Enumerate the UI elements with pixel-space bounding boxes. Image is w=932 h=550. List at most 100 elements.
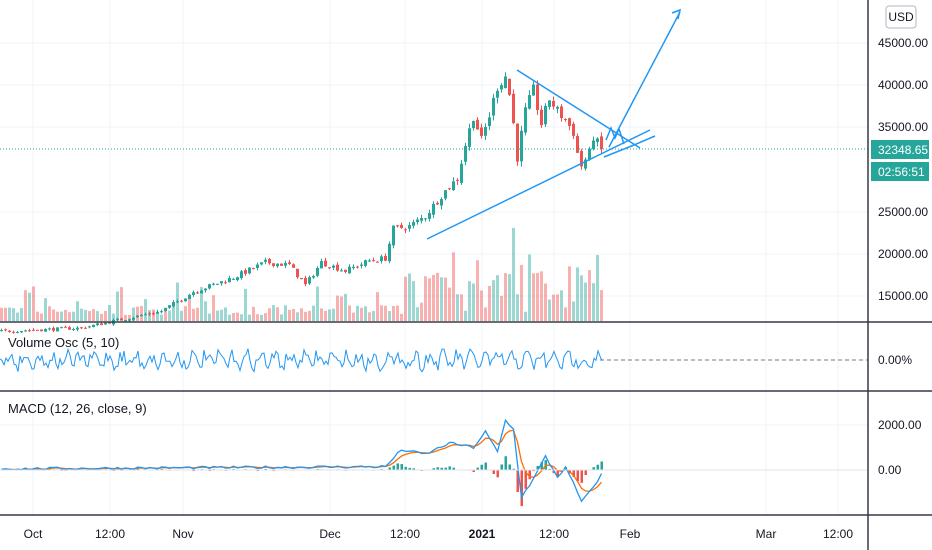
volume-bar: [132, 307, 135, 321]
candle-body: [412, 222, 415, 226]
candle-body: [544, 105, 547, 125]
candle-body: [8, 330, 11, 332]
candle-body: [52, 327, 55, 331]
triangle-drawing[interactable]: [426, 8, 682, 240]
macd-histogram-bar: [580, 470, 583, 483]
candle-body: [508, 78, 511, 95]
volume-bar: [380, 305, 383, 321]
candle-body: [360, 264, 363, 266]
time-axis[interactable]: Oct 12:00 Nov Dec 12:00 2021 12:00 Feb M…: [24, 527, 854, 541]
macd-histogram-bar: [492, 470, 495, 474]
candle-body: [340, 270, 343, 272]
last-price-value: 32348.65: [878, 143, 928, 157]
candle-body: [408, 225, 411, 229]
candle-body: [320, 261, 323, 269]
candle-body: [476, 119, 479, 130]
macd-histogram-bar: [592, 467, 595, 470]
candle-body: [596, 138, 599, 142]
countdown-badge: [871, 162, 929, 181]
volume-bar: [488, 285, 491, 321]
candle-body: [440, 199, 443, 206]
price-axis[interactable]: USD 45000.00 40000.00 35000.00 25000.00 …: [871, 5, 929, 477]
candle-body: [580, 150, 583, 167]
macd-title: MACD (12, 26, close, 9): [8, 401, 147, 416]
volume-bar: [540, 271, 543, 321]
macd-histogram-bar: [396, 463, 399, 470]
volume-bar: [444, 277, 447, 321]
volume-bar: [492, 280, 495, 321]
macd-histogram-bar: [192, 470, 195, 472]
candle-body: [220, 281, 223, 284]
candle-body: [28, 330, 31, 332]
candle-body: [404, 229, 407, 231]
candle-body: [552, 101, 555, 107]
macd-histogram-bar: [548, 468, 551, 470]
macd-histogram-bar: [408, 467, 411, 470]
candle-body: [260, 262, 263, 265]
candle-body: [400, 224, 403, 228]
volume-bar: [284, 305, 287, 321]
volume-bar: [0, 307, 3, 321]
volume-osc-pane[interactable]: Volume Osc (5, 10): [0, 335, 868, 373]
macd-histogram-bar: [512, 468, 515, 470]
volume-bar: [80, 308, 83, 321]
candle-body: [296, 268, 299, 278]
candle-body: [144, 314, 147, 316]
time-label: 2021: [469, 527, 496, 541]
volume-bar: [564, 307, 567, 321]
macd-histogram-bar: [508, 464, 511, 470]
volume-bar: [12, 308, 15, 321]
candle-body: [444, 190, 447, 199]
volume-bar: [468, 281, 471, 321]
candle-body: [192, 292, 195, 296]
candle-body: [4, 329, 7, 331]
candle-body: [384, 256, 387, 261]
volume-osc-line: [0, 347, 603, 373]
candles: [0, 72, 603, 334]
volume-bar: [100, 313, 103, 321]
candle-body: [36, 329, 39, 331]
time-label: 12:00: [539, 527, 569, 541]
volume-bar: [196, 307, 199, 321]
candle-body: [520, 130, 523, 162]
macd-histogram-bar: [480, 464, 483, 470]
macd-signal-line: [1, 429, 602, 492]
candle-body: [564, 118, 567, 120]
candle-body: [420, 218, 423, 221]
candle-body: [316, 267, 319, 276]
candle-body: [200, 290, 203, 294]
volume-bar: [204, 301, 207, 321]
candle-body: [516, 123, 519, 162]
macd-histogram-bar: [600, 461, 603, 470]
candle-body: [244, 270, 247, 274]
volume-bar: [48, 306, 51, 321]
volume-bar: [508, 274, 511, 321]
volume-bars: [0, 227, 603, 321]
candle-body: [216, 283, 219, 285]
macd-histogram-bar: [516, 470, 519, 492]
time-label: 12:00: [95, 527, 125, 541]
macd-histogram-bar: [476, 467, 479, 470]
candle-body: [424, 218, 427, 220]
macd-histogram-bar: [556, 470, 559, 477]
candle-body: [264, 259, 267, 262]
candle-body: [84, 327, 87, 329]
volume-bar: [156, 312, 159, 321]
candle-body: [504, 76, 507, 89]
macd-histogram-bar: [484, 462, 487, 470]
candle-body: [388, 243, 391, 262]
candle-body: [96, 323, 99, 326]
volume-bar: [76, 301, 79, 321]
candle-body: [124, 320, 127, 322]
volume-bar: [424, 276, 427, 321]
volume-bar: [32, 286, 35, 321]
candle-body: [372, 260, 375, 262]
volume-bar: [180, 310, 183, 321]
macd-histogram-bar: [388, 467, 391, 470]
candle-body: [152, 313, 155, 315]
candle-body: [352, 266, 355, 269]
volume-bar: [268, 308, 271, 321]
price-pane[interactable]: [0, 8, 868, 334]
macd-pane[interactable]: MACD (12, 26, close, 9): [0, 401, 868, 507]
